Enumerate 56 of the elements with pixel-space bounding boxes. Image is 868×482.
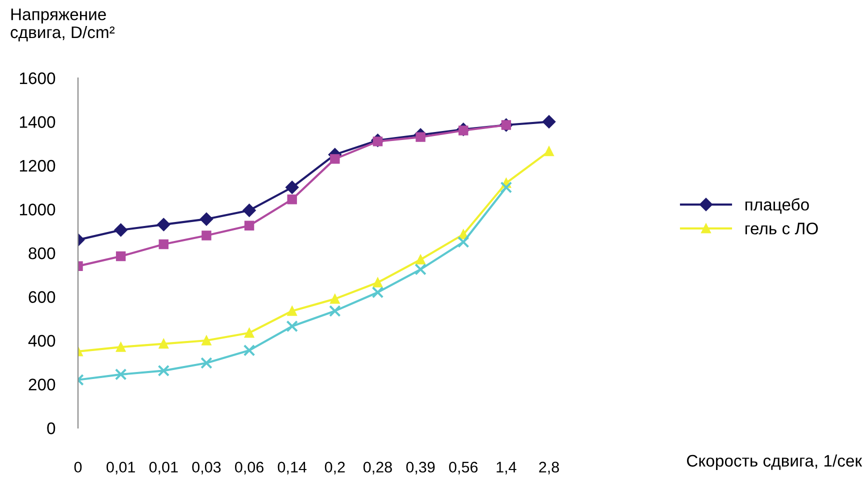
point bbox=[116, 342, 126, 352]
y-tick-label: 800 bbox=[28, 247, 56, 260]
point bbox=[542, 115, 556, 128]
y-tick-label: 400 bbox=[28, 334, 56, 347]
point bbox=[286, 320, 298, 332]
y-tick-label: 1400 bbox=[20, 116, 56, 128]
point bbox=[158, 338, 168, 349]
point bbox=[243, 344, 256, 356]
point bbox=[286, 180, 299, 194]
point bbox=[157, 218, 170, 232]
point bbox=[114, 368, 127, 380]
y-axis-title: Напряжение сдвига, D/cm² bbox=[10, 8, 115, 42]
x-tick-label: 1,4 bbox=[496, 462, 516, 474]
point bbox=[202, 230, 212, 240]
point bbox=[287, 306, 297, 316]
x-tick-label: 0,39 bbox=[406, 462, 435, 474]
x-tick-label: 0 bbox=[74, 462, 82, 473]
point bbox=[244, 220, 254, 231]
x-tick-label: 0,56 bbox=[449, 462, 478, 474]
point bbox=[158, 239, 168, 250]
point bbox=[372, 286, 384, 298]
point bbox=[457, 236, 470, 248]
point bbox=[329, 305, 341, 317]
x-tick-label: 0,01 bbox=[149, 462, 178, 474]
y-tick-label: 0 bbox=[47, 422, 56, 434]
x-tick-label: 0,28 bbox=[363, 462, 392, 474]
point bbox=[330, 294, 340, 304]
legend-label: гель с ЛО bbox=[745, 222, 818, 234]
x-tick-label: 0,03 bbox=[192, 462, 221, 474]
point bbox=[244, 328, 254, 338]
point bbox=[330, 154, 340, 164]
point bbox=[202, 336, 212, 346]
point bbox=[416, 254, 426, 264]
y-tick-label: 1200 bbox=[20, 160, 56, 172]
point bbox=[200, 357, 212, 369]
point bbox=[116, 251, 126, 262]
x-tick-label: 0,14 bbox=[278, 462, 307, 474]
point bbox=[287, 194, 297, 204]
y-tick-label: 600 bbox=[28, 291, 56, 303]
point bbox=[544, 146, 554, 156]
x-tick-label: 0,06 bbox=[235, 462, 264, 474]
x-tick-label: 2,8 bbox=[539, 462, 559, 474]
y-tick-label: 200 bbox=[28, 378, 56, 390]
y-tick-label: 1000 bbox=[20, 204, 56, 216]
point bbox=[158, 364, 170, 377]
point bbox=[414, 264, 426, 276]
point bbox=[242, 204, 256, 217]
x-tick-label: 0,01 bbox=[106, 462, 135, 474]
legend-label: плацебо bbox=[745, 198, 809, 214]
text: Скорость сдвига, 1/сек bbox=[687, 454, 862, 470]
x-tick-label: 0,2 bbox=[324, 462, 345, 474]
point bbox=[372, 278, 383, 288]
y-tick-label: 1600 bbox=[20, 72, 56, 84]
point bbox=[114, 223, 128, 237]
point bbox=[500, 181, 512, 194]
point bbox=[200, 212, 214, 226]
